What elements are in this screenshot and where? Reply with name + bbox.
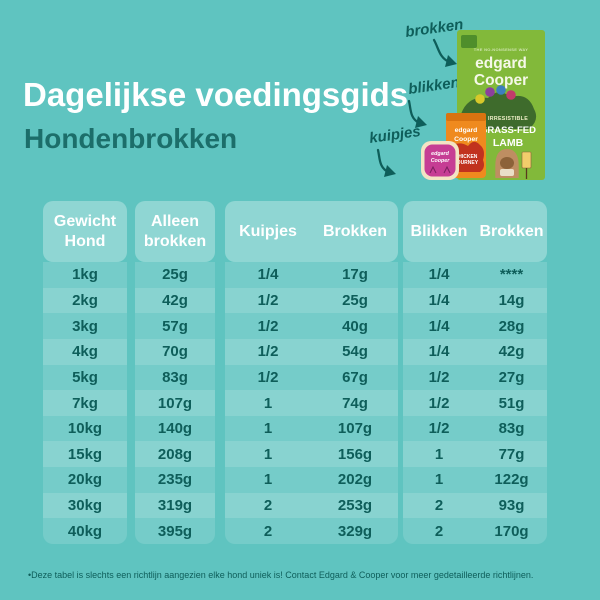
svg-text:Cooper: Cooper (454, 136, 478, 143)
svg-text:kuipjes: kuipjes (368, 123, 422, 147)
svg-text:LAMB: LAMB (493, 137, 524, 149)
svg-text:IRRESISTIBLE: IRRESISTIBLE (488, 116, 528, 122)
svg-text:edgard: edgard (475, 55, 527, 72)
svg-text:edgard: edgard (431, 151, 449, 157)
svg-text:blikken: blikken (407, 74, 461, 98)
svg-text:Cooper: Cooper (431, 158, 450, 164)
svg-text:THE NO-NONSENSE WAY: THE NO-NONSENSE WAY (474, 47, 528, 52)
svg-text:edgard: edgard (455, 127, 478, 134)
svg-text:GRASS-FED: GRASS-FED (480, 125, 536, 136)
svg-text:brokken: brokken (404, 16, 464, 41)
